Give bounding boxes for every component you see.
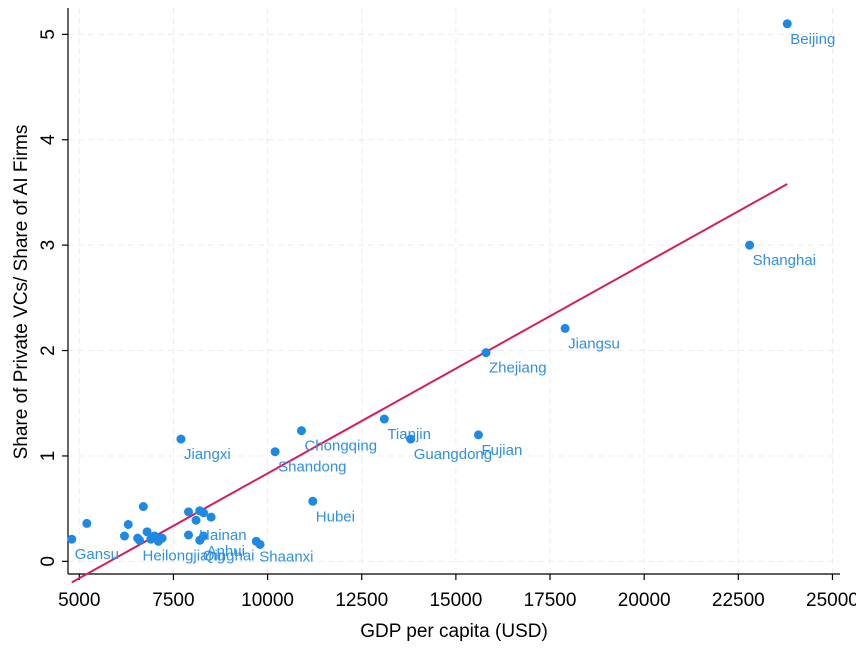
- point-label: Beijing: [790, 31, 835, 48]
- point-label: Heilongjiang: [143, 547, 226, 564]
- data-point: [184, 530, 194, 540]
- data-point: [184, 507, 194, 517]
- x-tick-label: 20000: [618, 590, 671, 611]
- point-label: Jiangxi: [184, 446, 231, 463]
- x-tick-label: 22500: [712, 590, 765, 611]
- x-tick-label: 12500: [335, 590, 388, 611]
- data-point: [270, 447, 280, 457]
- x-tick-label: 10000: [241, 590, 294, 611]
- y-tick-label: 2: [38, 345, 59, 356]
- point-label: Anhui: [207, 543, 245, 560]
- point-label: Zhejiang: [489, 360, 547, 377]
- data-point: [142, 527, 152, 537]
- data-point: [138, 502, 148, 512]
- data-point: [481, 348, 491, 358]
- point-label: Gansu: [75, 546, 119, 563]
- data-point: [379, 414, 389, 424]
- data-point: [82, 518, 92, 528]
- point-label: Shandong: [278, 459, 346, 476]
- point-label: Chongqing: [304, 438, 377, 455]
- data-point: [133, 533, 143, 543]
- data-point: [195, 535, 205, 545]
- x-tick-label: 17500: [524, 590, 577, 611]
- point-label: Jiangsu: [568, 335, 620, 352]
- x-tick-label: 5000: [58, 590, 100, 611]
- data-point: [745, 240, 755, 250]
- point-label: Hainan: [199, 527, 247, 544]
- data-point: [406, 434, 416, 444]
- data-point: [473, 430, 483, 440]
- y-tick-label: 5: [38, 29, 59, 40]
- data-point: [782, 19, 792, 29]
- ticks: 5000 7500 10000 12500 15000 17500 20000 22500 25…: [38, 29, 856, 611]
- axes: [67, 8, 840, 575]
- grid: [68, 8, 840, 574]
- point-label: Shaanxi: [259, 548, 313, 565]
- fit-line-group: [71, 183, 788, 584]
- points: [67, 19, 792, 549]
- point-label: Guangdong: [414, 446, 492, 463]
- y-tick-label: 3: [38, 240, 59, 251]
- fit-line: [71, 183, 788, 584]
- data-point: [123, 519, 133, 529]
- x-axis-title: GDP per capita (USD): [360, 621, 548, 642]
- point-labels: Beijing Shanghai Jiangsu Zhejiang FujianGuan…: [75, 31, 836, 566]
- point-label: Hubei: [316, 508, 355, 525]
- data-point: [199, 508, 209, 518]
- x-tick-label: 25000: [806, 590, 856, 611]
- y-tick-label: 0: [38, 556, 59, 567]
- data-point: [191, 515, 201, 525]
- point-label: Tianjin: [387, 426, 431, 443]
- y-tick-label: 1: [38, 451, 59, 462]
- data-point: [206, 512, 216, 522]
- y-axis-title: Share of Private VCs/ Share of AI Firms: [11, 125, 32, 460]
- data-point: [255, 539, 265, 549]
- point-label: Qinghai: [203, 547, 255, 564]
- data-point: [560, 323, 570, 333]
- x-tick-label: 15000: [429, 590, 482, 611]
- point-label: Fujian: [481, 442, 522, 459]
- x-tick-label: 7500: [152, 590, 194, 611]
- data-point: [296, 426, 306, 436]
- y-tick-label: 4: [38, 134, 59, 145]
- data-point: [308, 496, 318, 506]
- data-point: [119, 531, 129, 541]
- data-point: [67, 534, 77, 544]
- data-point: [157, 533, 167, 543]
- data-point: [176, 434, 186, 444]
- point-label: Shanghai: [753, 252, 816, 269]
